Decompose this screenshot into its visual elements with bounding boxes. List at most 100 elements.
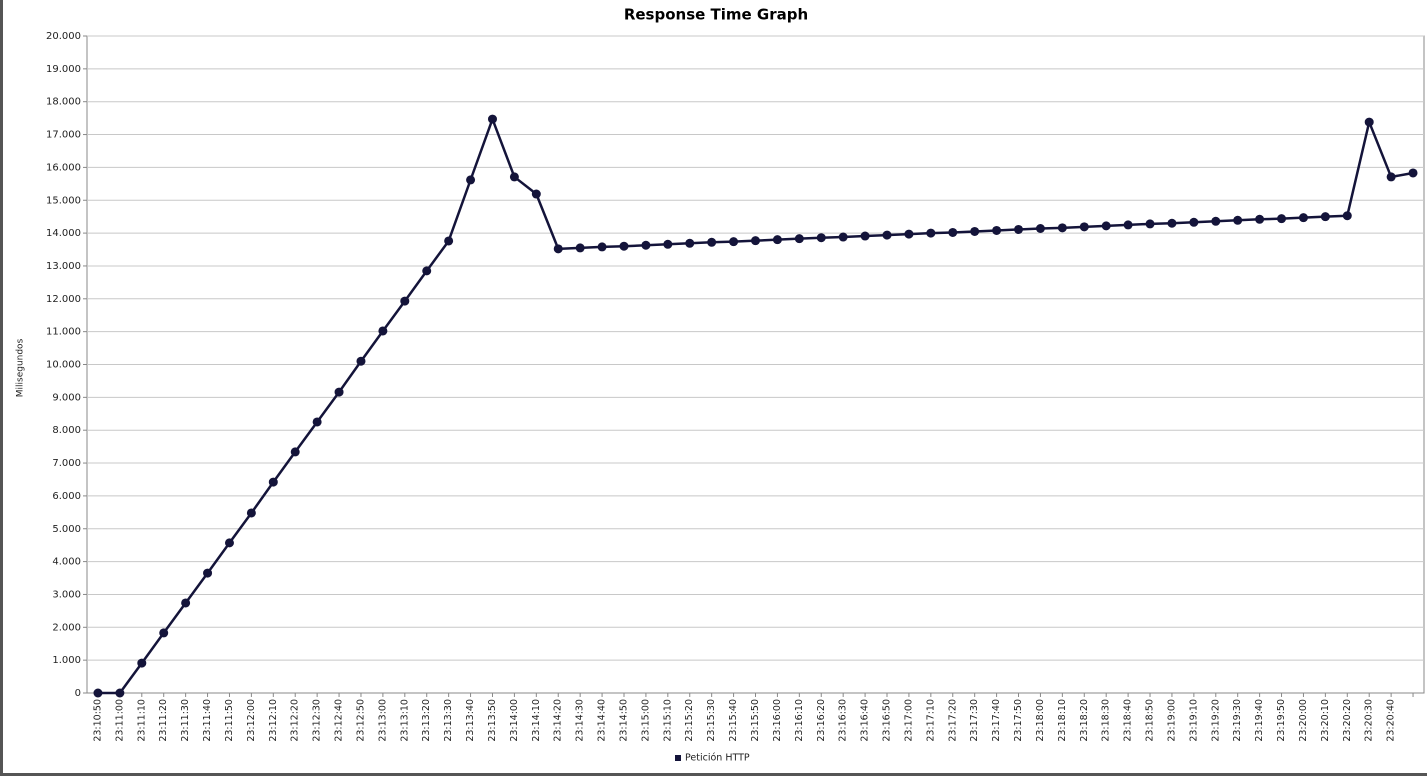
data-point	[575, 243, 585, 253]
data-point	[838, 232, 848, 242]
data-point	[619, 241, 629, 251]
x-tick-label: 23:13:50	[487, 699, 498, 742]
legend-label: Petición HTTP	[685, 753, 750, 764]
x-tick-label: 23:15:20	[684, 699, 695, 742]
data-point	[203, 568, 213, 578]
data-point	[444, 236, 454, 246]
x-tick-label: 23:14:20	[553, 699, 564, 742]
x-tick-label: 23:12:20	[290, 699, 301, 742]
y-tick-label: 16.000	[46, 162, 81, 173]
data-point	[531, 189, 541, 199]
x-tick-label: 23:15:50	[750, 699, 761, 742]
data-point	[1101, 221, 1111, 231]
data-point	[312, 417, 322, 427]
x-tick-label: 23:15:40	[728, 699, 739, 742]
data-point	[137, 658, 147, 668]
data-point	[992, 225, 1002, 235]
x-tick-label: 23:19:10	[1188, 699, 1199, 742]
data-point	[1320, 212, 1330, 222]
x-tick-label: 23:20:20	[1342, 699, 1353, 742]
legend-swatch	[675, 755, 681, 761]
data-point	[1233, 215, 1243, 225]
data-point	[794, 234, 804, 244]
x-tick-label: 23:18:50	[1145, 699, 1156, 742]
data-point	[115, 688, 125, 698]
data-point	[246, 508, 256, 518]
data-point	[356, 356, 366, 366]
data-point	[860, 231, 870, 241]
data-point	[816, 233, 826, 243]
data-point	[268, 477, 278, 487]
data-point	[224, 538, 234, 548]
data-point	[422, 266, 432, 276]
x-tick-label: 23:14:40	[597, 699, 608, 742]
x-tick-label: 23:19:20	[1210, 699, 1221, 742]
x-tick-label: 23:12:50	[355, 699, 366, 742]
x-tick-label: 23:12:00	[246, 699, 257, 742]
y-axis-label: Milisegundos	[16, 338, 26, 397]
data-point	[1057, 223, 1067, 233]
x-tick-label: 23:11:20	[158, 699, 169, 742]
x-tick-label: 23:12:10	[268, 699, 279, 742]
x-tick-label: 23:18:30	[1101, 699, 1112, 742]
x-tick-label: 23:15:10	[662, 699, 673, 742]
y-tick-label: 8.000	[52, 425, 81, 436]
data-point	[970, 226, 980, 236]
x-tick-label: 23:17:10	[925, 699, 936, 742]
x-tick-label: 23:13:40	[465, 699, 476, 742]
x-tick-label: 23:16:30	[838, 699, 849, 742]
data-point	[1255, 214, 1265, 224]
x-tick-label: 23:13:30	[443, 699, 454, 742]
data-point	[378, 326, 388, 336]
data-point	[641, 240, 651, 250]
data-point	[400, 296, 410, 306]
data-point	[487, 114, 497, 124]
data-point	[1167, 218, 1177, 228]
y-tick-label: 2.000	[52, 622, 81, 633]
chart-title: Response Time Graph	[624, 6, 808, 24]
y-tick-label: 0	[75, 688, 81, 699]
data-point	[1277, 214, 1287, 224]
x-tick-label: 23:17:30	[969, 699, 980, 742]
x-tick-label: 23:11:30	[180, 699, 191, 742]
x-tick-label: 23:13:10	[399, 699, 410, 742]
y-tick-label: 9.000	[52, 392, 81, 403]
data-point	[663, 239, 673, 249]
y-tick-label: 10.000	[46, 360, 81, 371]
x-tick-label: 23:15:00	[640, 699, 651, 742]
y-tick-label: 20.000	[46, 31, 81, 42]
y-tick-label: 6.000	[52, 491, 81, 502]
y-tick-label: 3.000	[52, 589, 81, 600]
y-tick-label: 12.000	[46, 294, 81, 305]
x-tick-label: 23:17:00	[903, 699, 914, 742]
x-tick-label: 23:20:10	[1320, 699, 1331, 742]
data-point	[159, 628, 169, 638]
x-tick-label: 23:14:50	[618, 699, 629, 742]
data-point	[334, 387, 344, 397]
x-tick-label: 23:12:30	[312, 699, 323, 742]
data-point	[1211, 216, 1221, 226]
data-point	[1189, 217, 1199, 227]
data-point	[948, 227, 958, 237]
data-point	[926, 228, 936, 238]
y-tick-label: 18.000	[46, 97, 81, 108]
data-point	[1342, 211, 1352, 221]
y-tick-label: 7.000	[52, 458, 81, 469]
x-tick-label: 23:17:50	[1013, 699, 1024, 742]
x-tick-label: 23:11:50	[224, 699, 235, 742]
x-tick-label: 23:19:00	[1166, 699, 1177, 742]
data-point	[751, 236, 760, 246]
x-tick-label: 23:19:50	[1276, 699, 1287, 742]
data-point	[1145, 219, 1155, 229]
data-point	[1035, 224, 1045, 234]
y-tick-label: 13.000	[46, 261, 81, 272]
y-tick-label: 17.000	[46, 130, 81, 141]
y-tick-label: 11.000	[46, 327, 81, 338]
x-tick-label: 23:15:30	[706, 699, 717, 742]
data-point	[93, 688, 103, 698]
x-tick-label: 23:11:00	[114, 699, 125, 742]
x-tick-label: 23:12:40	[334, 699, 345, 742]
data-point	[1014, 224, 1024, 234]
y-tick-label: 14.000	[46, 228, 81, 239]
